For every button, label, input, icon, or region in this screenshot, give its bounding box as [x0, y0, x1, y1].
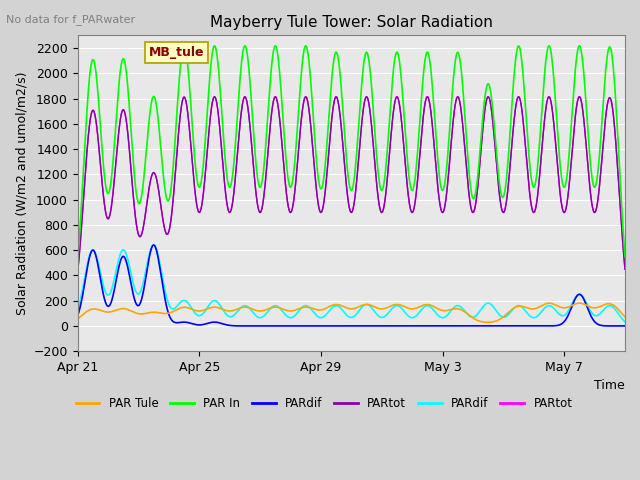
PARtot: [575, 94, 583, 100]
PARtot: [569, 138, 577, 144]
X-axis label: Time: Time: [595, 380, 625, 393]
Line: PARdif: PARdif: [77, 245, 625, 326]
PARdif: [621, 319, 628, 324]
Legend: PAR Tule, PAR In, PARdif, PARtot, PARdif, PARtot: PAR Tule, PAR In, PARdif, PARtot, PARdif…: [71, 392, 577, 415]
PARtot: [74, 269, 81, 275]
Line: PARtot: PARtot: [77, 97, 625, 272]
Line: PARtot: PARtot: [77, 97, 625, 272]
PAR In: [569, 97, 577, 103]
PARtot: [404, 195, 412, 201]
PARtot: [414, 171, 422, 177]
PARdif: [415, 311, 422, 316]
PAR In: [414, 141, 422, 147]
PARtot: [191, 188, 199, 193]
PARtot: [227, 209, 234, 215]
PAR In: [621, 250, 628, 255]
PARtot: [404, 195, 412, 201]
PARtot: [74, 269, 81, 275]
PARdif: [227, 323, 234, 328]
PARtot: [575, 94, 583, 100]
PARdif: [570, 300, 577, 306]
PARdif: [621, 323, 628, 329]
PARtot: [569, 138, 577, 144]
PAR In: [74, 257, 81, 263]
PARdif: [150, 242, 157, 248]
PARdif: [415, 323, 422, 329]
PARdif: [570, 299, 577, 304]
Line: PARdif: PARdif: [77, 245, 625, 322]
PARdif: [405, 323, 413, 329]
PARdif: [621, 319, 629, 324]
PAR In: [191, 158, 199, 164]
PAR Tule: [404, 305, 412, 311]
Text: MB_tule: MB_tule: [149, 46, 204, 59]
PARtot: [191, 188, 199, 193]
Line: PAR Tule: PAR Tule: [77, 303, 625, 322]
PAR Tule: [484, 319, 492, 325]
PARdif: [227, 314, 234, 320]
PAR Tule: [227, 308, 234, 314]
PARdif: [191, 322, 199, 327]
PARdif: [150, 242, 157, 248]
PAR Tule: [414, 304, 422, 310]
PARtot: [621, 263, 628, 269]
PARtot: [621, 266, 629, 272]
PARtot: [227, 209, 234, 215]
PAR In: [575, 43, 583, 48]
PAR In: [227, 183, 234, 189]
PAR In: [621, 254, 629, 260]
PARtot: [414, 171, 422, 177]
PAR Tule: [191, 307, 199, 313]
PAR Tule: [74, 316, 81, 322]
PAR Tule: [621, 314, 628, 320]
PARtot: [621, 266, 629, 272]
Text: No data for f_PARwater: No data for f_PARwater: [6, 14, 136, 25]
PAR Tule: [621, 314, 629, 320]
PAR In: [404, 170, 412, 176]
Y-axis label: Solar Radiation (W/m2 and umol/m2/s): Solar Radiation (W/m2 and umol/m2/s): [15, 72, 28, 315]
PARdif: [621, 323, 629, 329]
PARtot: [621, 263, 628, 269]
PAR Tule: [575, 300, 583, 306]
PAR Tule: [570, 302, 577, 308]
PARdif: [405, 313, 413, 319]
PARdif: [393, 323, 401, 329]
Title: Mayberry Tule Tower: Solar Radiation: Mayberry Tule Tower: Solar Radiation: [210, 15, 493, 30]
PARdif: [74, 308, 81, 313]
PARdif: [191, 310, 199, 316]
Line: PAR In: PAR In: [77, 46, 625, 260]
PARdif: [74, 313, 81, 319]
